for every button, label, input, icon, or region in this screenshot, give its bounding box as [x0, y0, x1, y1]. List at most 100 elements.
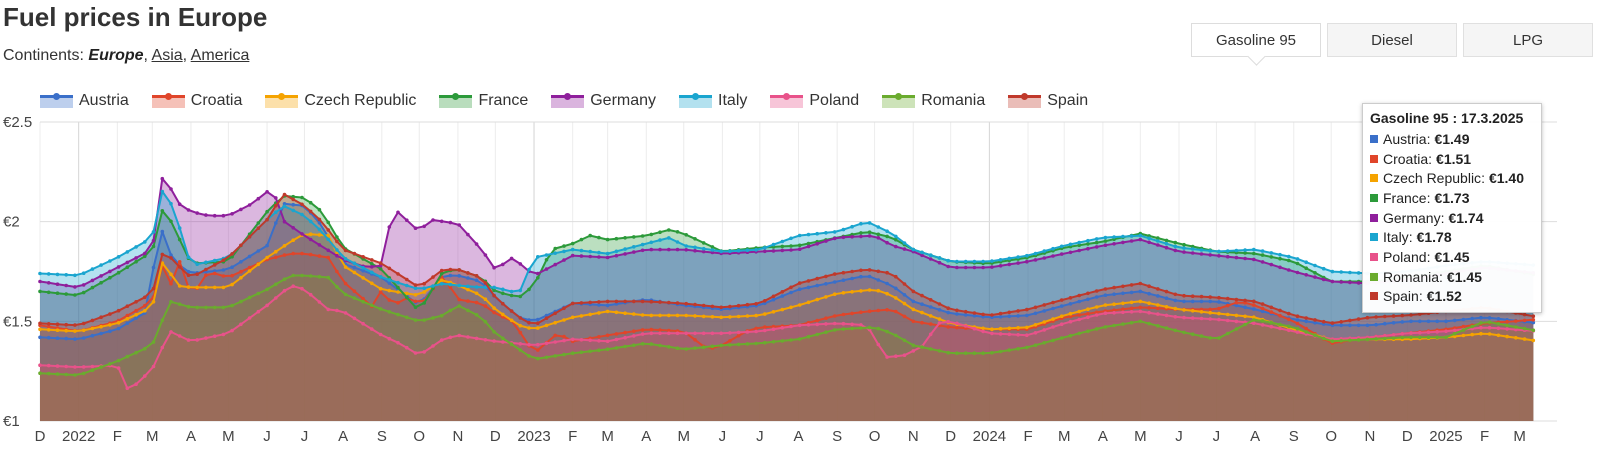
data-point	[143, 303, 147, 308]
data-point	[230, 282, 234, 287]
data-point	[1042, 249, 1047, 253]
legend-item-czech-republic[interactable]: Czech Republic	[265, 92, 416, 110]
data-point	[885, 229, 889, 233]
data-point	[1138, 237, 1143, 242]
data-point	[1234, 248, 1239, 253]
series-romania	[38, 273, 1536, 377]
tab-diesel[interactable]: Diesel	[1327, 23, 1457, 57]
continent-america-link[interactable]: America	[190, 47, 250, 64]
data-point	[963, 324, 968, 328]
data-point	[1182, 299, 1186, 304]
data-point	[902, 282, 907, 286]
data-point	[64, 322, 68, 327]
data-point	[55, 364, 60, 368]
data-point	[1252, 318, 1256, 322]
data-point	[81, 336, 86, 340]
data-point	[693, 245, 697, 250]
data-point	[675, 331, 680, 336]
data-point	[308, 200, 313, 205]
data-point	[1418, 312, 1422, 316]
data-point	[335, 269, 339, 274]
data-point	[1452, 328, 1457, 333]
data-point	[797, 303, 802, 307]
data-point	[562, 334, 566, 339]
data-point	[806, 323, 811, 327]
legend-item-germany[interactable]: Germany	[551, 92, 656, 110]
data-point	[876, 326, 881, 331]
data-point	[649, 247, 654, 252]
data-point	[1522, 326, 1527, 331]
data-point	[1348, 280, 1352, 285]
data-point	[536, 321, 540, 326]
data-point	[972, 326, 977, 331]
legend-item-croatia[interactable]: Croatia	[151, 92, 243, 110]
data-point	[920, 302, 924, 307]
legend-item-austria[interactable]: Austria	[40, 92, 129, 110]
data-point	[466, 284, 470, 289]
data-point	[815, 242, 819, 246]
data-point	[832, 314, 837, 318]
legend-item-spain[interactable]: Spain	[1008, 92, 1088, 110]
data-point	[274, 249, 278, 254]
data-point	[73, 365, 77, 369]
data-point	[902, 353, 907, 358]
legend-item-poland[interactable]: Poland	[770, 92, 859, 110]
data-point	[1042, 341, 1047, 345]
data-point	[981, 329, 985, 334]
data-point	[1156, 236, 1160, 240]
data-point	[867, 268, 872, 272]
data-point	[212, 258, 217, 263]
data-point	[894, 309, 898, 314]
data-point	[265, 255, 269, 260]
data-point	[55, 272, 60, 277]
data-point	[981, 326, 985, 331]
data-point	[73, 273, 77, 278]
data-point	[990, 331, 994, 336]
data-point	[81, 271, 86, 276]
data-point	[134, 259, 138, 264]
data-point	[1199, 299, 1204, 304]
data-point	[204, 273, 208, 278]
data-point	[1452, 334, 1457, 339]
tooltip-country: France	[1383, 189, 1427, 206]
data-point	[911, 307, 916, 312]
data-point	[928, 314, 933, 318]
data-point	[1138, 233, 1143, 238]
data-point	[902, 338, 907, 343]
tab-gasoline-95[interactable]: Gasoline 95	[1191, 23, 1321, 57]
data-point	[605, 255, 610, 260]
tooltip-swatch	[1370, 174, 1378, 183]
data-point	[134, 256, 138, 260]
continent-asia-link[interactable]: Asia	[151, 47, 183, 64]
data-point	[632, 299, 636, 304]
data-point	[693, 237, 697, 241]
data-point	[527, 320, 531, 325]
data-point	[492, 288, 496, 293]
data-point	[466, 271, 470, 275]
data-point	[806, 241, 811, 246]
data-point	[885, 291, 889, 296]
legend-item-france[interactable]: France	[439, 92, 528, 110]
data-point	[448, 267, 453, 272]
legend-swatch	[882, 92, 916, 108]
tooltip-title: Gasoline 95 : 17.3.2025	[1370, 110, 1524, 126]
data-point	[55, 372, 60, 376]
data-point	[1295, 261, 1300, 266]
data-point	[1016, 261, 1020, 265]
data-point	[1391, 333, 1396, 337]
legend-item-romania[interactable]: Romania	[882, 92, 985, 110]
data-point	[990, 265, 994, 269]
data-point	[1190, 247, 1195, 251]
continent-europe[interactable]: Europe	[88, 47, 144, 64]
data-point	[1086, 242, 1090, 246]
data-point	[841, 270, 846, 275]
data-point	[920, 320, 924, 325]
legend-item-italy[interactable]: Italy	[679, 92, 747, 110]
data-point	[1487, 325, 1492, 330]
legend-label: Croatia	[190, 92, 243, 109]
data-point	[405, 277, 409, 282]
data-point	[317, 217, 322, 222]
data-point	[1059, 298, 1064, 302]
tab-lpg[interactable]: LPG	[1463, 23, 1593, 57]
data-point	[955, 325, 959, 330]
